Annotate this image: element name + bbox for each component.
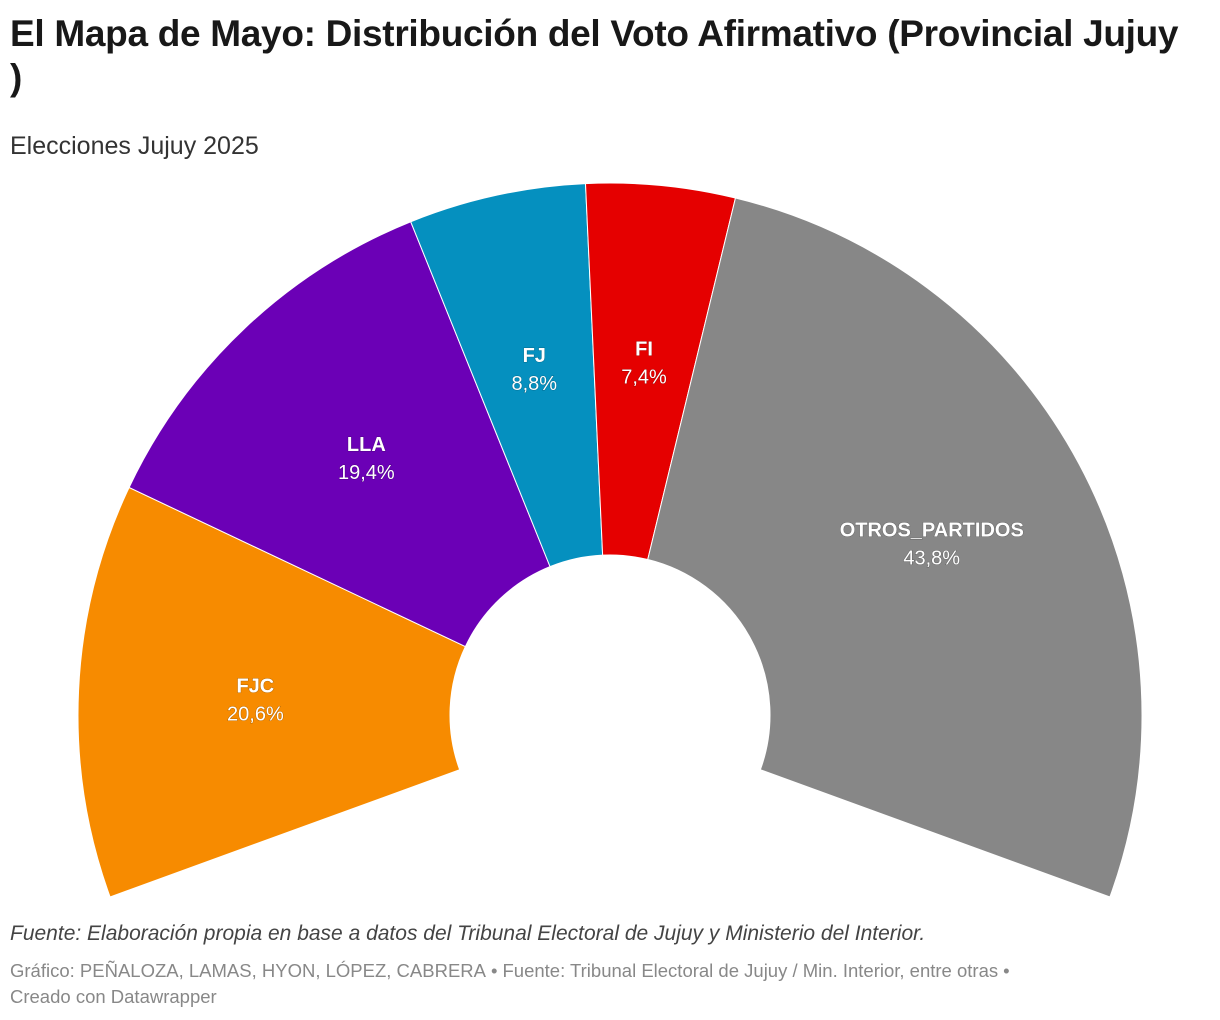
source-text: Fuente: Tribunal Electoral de Jujuy / Mi… <box>502 960 999 981</box>
slice-lla[interactable] <box>128 221 551 648</box>
slice-label-fjc: FJC <box>236 676 274 698</box>
slice-value-otros-partidos: 43,8% <box>903 548 960 570</box>
footer-separator: • <box>491 960 498 981</box>
slice-value-lla: 19,4% <box>338 462 395 484</box>
slice-label-lla: LLA <box>347 434 386 456</box>
chart-slices <box>77 182 1143 898</box>
chart-notes: Fuente: Elaboración propia en base a dat… <box>10 922 926 945</box>
chart-labels: FJC 20,6% LLA 19,4% FJ 8,8% FI 7,4% OTROS_PARTID… <box>227 338 1025 726</box>
chart-title: El Mapa de Mayo: Distribución del Voto A… <box>10 13 1179 98</box>
slice-value-fi: 7,4% <box>621 367 667 389</box>
slice-label-fi: FI <box>635 339 653 361</box>
slice-value-fj: 8,8% <box>511 373 557 395</box>
chart-subtitle: Elecciones Jujuy 2025 <box>10 132 259 160</box>
slice-value-fjc: 20,6% <box>227 704 284 726</box>
slice-fjc[interactable] <box>77 486 467 898</box>
footer-separator: • <box>1003 960 1010 981</box>
slice-label-fj: FJ <box>523 345 546 367</box>
semi-donut-chart: FJC 20,6% LLA 19,4% FJ 8,8% FI 7,4% OTROS_PARTID… <box>77 182 1143 898</box>
slice-label-otros-partidos: OTROS_PARTIDOS <box>840 520 1024 542</box>
byline: Gráfico: PEÑALOZA, LAMAS, HYON, LÓPEZ, C… <box>10 960 486 981</box>
slice-otros-partidos[interactable] <box>647 197 1143 898</box>
chart-footer: Gráfico: PEÑALOZA, LAMAS, HYON, LÓPEZ, C… <box>10 958 1180 1010</box>
created-with-text: Creado con Datawrapper <box>10 986 217 1007</box>
